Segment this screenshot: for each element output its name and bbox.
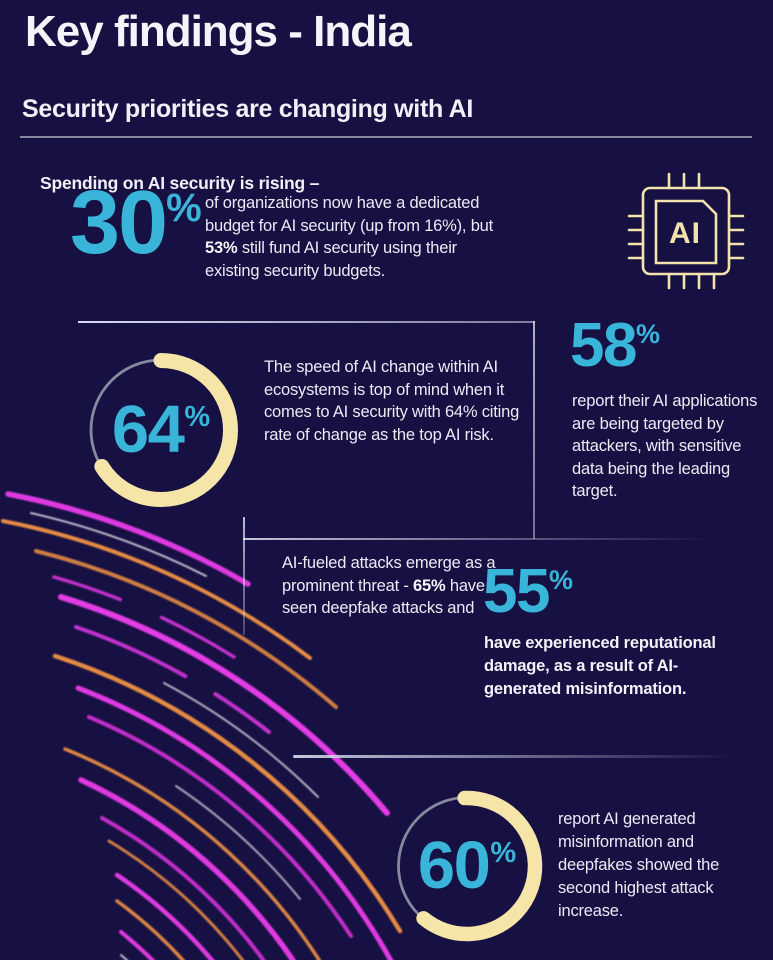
misinformation-text: report AI generated misinformation and d… [558, 810, 720, 920]
stat-60-percent: 60% [388, 787, 546, 945]
stat-value: 60 [417, 828, 491, 904]
connector-line-horizontal-2 [243, 538, 713, 540]
text-segment: have seen deepfake attacks and [282, 576, 485, 618]
reputational-damage-text: have experienced reputational damage, as… [484, 634, 716, 698]
stat-58-percent: 58% [570, 311, 660, 380]
targeted-apps-text: report their AI applications are being t… [572, 392, 758, 500]
stat-value: 58 [570, 311, 637, 380]
stat-30-percent: 30% [70, 173, 202, 273]
percent-sign: % [490, 836, 517, 869]
text-segment: of organizations now have a dedicated bu… [205, 194, 494, 235]
ai-fueled-attacks-text: AI-fueled attacks emerge as a prominent … [282, 552, 500, 620]
spending-heading: Spending on AI security is rising – [40, 173, 320, 193]
text-segment-bold: 53% [205, 239, 238, 257]
donut-arc-64 [84, 353, 238, 507]
donut-arc-60 [391, 790, 543, 942]
text-segment: still fund AI security using their exist… [205, 239, 457, 280]
section-subtitle: Security priorities are changing with AI [22, 95, 474, 123]
percent-sign: % [184, 400, 211, 433]
stat-55-percent: 55% [483, 557, 573, 626]
stat-64-percent: 64% [81, 350, 241, 510]
percent-sign: % [635, 319, 660, 349]
bottom-divider [293, 755, 735, 758]
stat-value: 30 [70, 173, 168, 273]
spending-text: of organizations now have a dedicated bu… [205, 192, 505, 282]
page-title: Key findings - India [25, 7, 412, 56]
stat-value: 55 [483, 557, 550, 626]
header-divider [20, 136, 752, 138]
donut-chart-64 [84, 353, 238, 507]
connector-line-vertical-2 [243, 517, 245, 635]
text-segment-bold: 65% [413, 576, 446, 595]
ai-chip-label: AI [669, 217, 701, 250]
donut-chart-60 [391, 790, 543, 942]
text-segment: AI-fueled attacks emerge as a prominent … [282, 554, 496, 595]
connector-line-horizontal-1 [78, 321, 535, 323]
connector-line-vertical-1 [533, 321, 535, 539]
ai-chip-icon: AI [627, 172, 745, 290]
percent-sign: % [548, 565, 573, 595]
stat-value: 64 [111, 392, 185, 468]
speed-of-change-text: The speed of AI change within AI ecosyst… [264, 358, 520, 444]
percent-sign: % [166, 186, 202, 230]
